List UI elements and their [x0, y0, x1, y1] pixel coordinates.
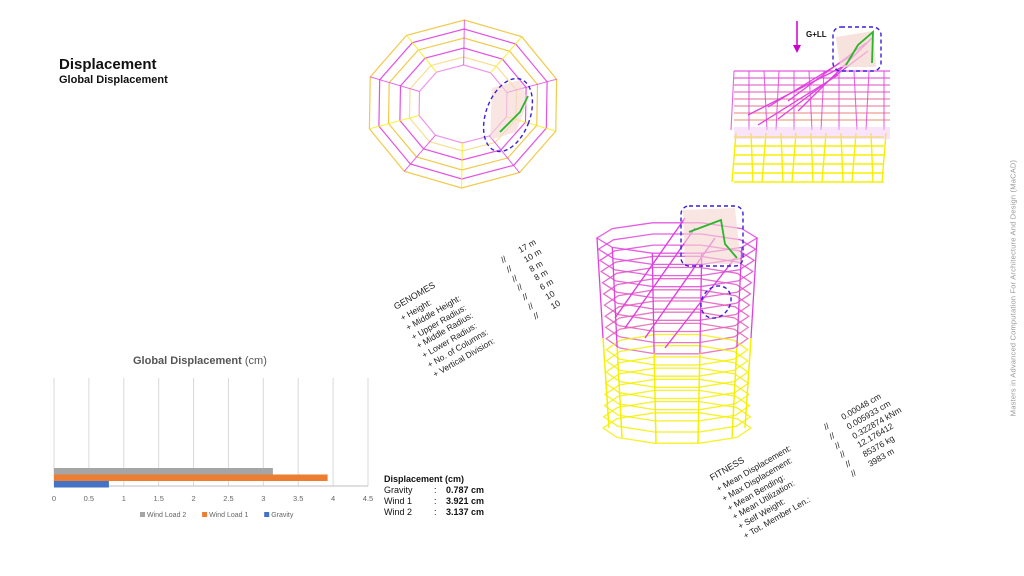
tower-brace — [614, 217, 686, 319]
ring-highlight-fill — [490, 80, 528, 140]
elevation-column-lower — [851, 132, 857, 183]
tower-floor-ring — [603, 389, 751, 422]
chart-legend-swatch — [202, 512, 208, 517]
chart-legend-label: Gravity — [271, 512, 294, 519]
elevation-green-member — [845, 29, 874, 66]
tower-column-upper — [651, 253, 655, 354]
tower-column-lower — [602, 337, 610, 429]
tower-brace — [624, 227, 696, 329]
elevation-column-lower — [731, 132, 737, 183]
chart-x-tick-label: 4 — [331, 494, 335, 503]
chart-legend-label: Wind Load 1 — [209, 512, 248, 519]
page-subtitle: Global Displacement — [59, 74, 168, 86]
tower-floor-ring — [601, 266, 753, 299]
chart-legend-label: Wind Load 2 — [147, 512, 186, 519]
elevation-column-upper — [865, 70, 870, 131]
ring-spoke — [403, 134, 436, 172]
elevation-highlight-outline — [832, 26, 882, 72]
genomes-panel: GENOMES + Height://17 m + Middle Height:… — [392, 226, 570, 380]
displacement-row: Wind 1:3.921 cm — [384, 496, 485, 506]
ring-wireframe-view — [368, 19, 558, 189]
chart-bar-wind-load-1 — [54, 474, 328, 481]
tower-column-upper — [611, 247, 618, 348]
displacement-table: Displacement (cm) Gravity:0.787 cm Wind … — [384, 474, 484, 518]
elevation-column-upper — [808, 70, 813, 131]
elevation-column-lower — [750, 132, 754, 183]
ring-wireframe — [368, 19, 558, 189]
tower-floor-ring — [603, 289, 751, 321]
tower-green-member — [688, 218, 738, 259]
load-label: G+LL — [806, 30, 827, 39]
chart-x-tick-label: 3 — [261, 494, 265, 503]
tower-wireframe-view — [595, 205, 759, 444]
chart-x-tick-label: 2 — [191, 494, 195, 503]
ring-highlight-outline — [482, 77, 534, 153]
elevation-wireframe-view — [730, 21, 890, 183]
elevation-column-lower — [840, 132, 844, 183]
chart-x-tick-label: 3.5 — [293, 494, 303, 503]
tower-floor-ring — [605, 345, 749, 377]
load-arrow-head — [793, 45, 801, 53]
displacement-row: Wind 2:3.137 cm — [384, 507, 485, 517]
tower-floor-ring — [601, 412, 753, 444]
tower-column-lower — [731, 347, 738, 438]
tower-floor-ring — [602, 278, 752, 310]
chart-title: Global Displacement (cm) — [133, 355, 267, 367]
elevation-column-lower — [870, 132, 874, 183]
displacement-table-heading: Displacement (cm) — [384, 474, 465, 484]
chart-x-tick-label: 4.5 — [363, 494, 373, 503]
elevation-band — [734, 127, 890, 139]
displacement-row: Gravity:0.787 cm — [384, 485, 485, 495]
ring-spoke — [490, 36, 523, 74]
elevation-column-upper — [853, 70, 858, 131]
tower-highlight-outline-upper — [680, 205, 744, 267]
elevation-column-lower — [881, 132, 887, 183]
tower-column-lower — [653, 353, 657, 444]
ring-spoke — [370, 76, 420, 92]
tower-floor-ring — [603, 378, 751, 411]
ring-green-member — [499, 95, 529, 133]
chart-x-tick-label: 0 — [52, 494, 56, 503]
ring-polygon — [368, 19, 558, 189]
chart-legend-swatch — [140, 512, 145, 517]
ring-spoke — [489, 135, 520, 173]
tower-floor-ring — [602, 400, 752, 433]
tower-column-lower — [697, 353, 701, 444]
elevation-column-lower — [780, 132, 784, 183]
displacement-bar-chart: 0 0.5 1 1.5 2 2.5 3 3.5 4 4.5 Wind Load 2 Wind Load… — [52, 378, 373, 519]
ring-spoke — [406, 35, 437, 73]
tower-floor-ring — [604, 311, 750, 344]
elevation-column-lower — [821, 132, 827, 183]
chart-title-unit: (cm) — [244, 355, 267, 367]
chart-legend-swatch — [264, 512, 270, 517]
chart-x-tick-label: 2.5 — [223, 494, 233, 503]
tower-brace — [664, 257, 736, 349]
chart-x-tick-label: 0.5 — [84, 494, 94, 503]
elevation-column-lower — [810, 132, 814, 183]
tower-highlight-fill — [683, 208, 741, 264]
tower-floor-ring — [605, 333, 749, 366]
chart-bar-wind-load-2 — [54, 468, 273, 475]
tower-floor-ring — [605, 322, 749, 355]
elevation-column-upper — [730, 70, 735, 131]
ring-spoke — [369, 115, 420, 130]
tower-column-upper — [750, 237, 758, 339]
vertical-credit-text: Masters in Advanced Computation For Arch… — [1008, 159, 1018, 417]
tower-column-upper — [596, 237, 604, 339]
page-title: Displacement — [59, 56, 157, 73]
tower-column-lower — [744, 337, 752, 429]
ring-spoke — [463, 20, 465, 66]
elevation-column-lower — [761, 132, 767, 183]
elevation-wireframe — [730, 36, 890, 183]
chart-bar-gravity — [54, 481, 109, 488]
chart-x-tick-label: 1 — [122, 494, 126, 503]
tower-column-lower — [616, 347, 623, 438]
ring-spoke — [461, 142, 463, 188]
elevation-column-upper — [820, 70, 825, 131]
elevation-column-lower — [791, 132, 797, 183]
chart-x-tick-label: 1.5 — [153, 494, 163, 503]
tower-floor-ring — [604, 300, 750, 333]
